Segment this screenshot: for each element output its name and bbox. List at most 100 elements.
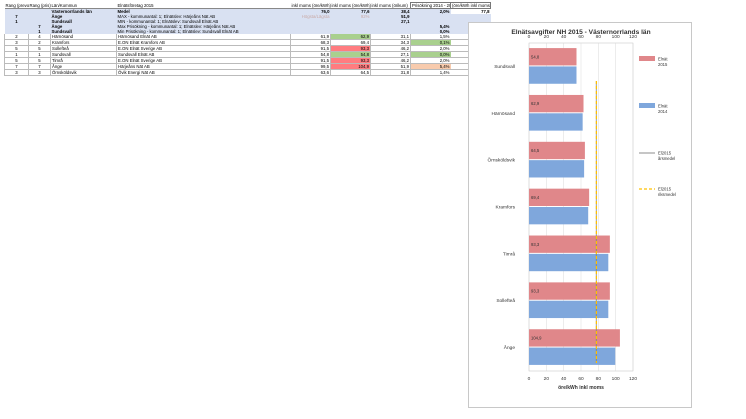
summary-cell-lan[interactable]: Ånge bbox=[50, 14, 117, 19]
summary-cell-natagare[interactable]: Medel bbox=[116, 8, 291, 14]
summary-cell-change-2[interactable] bbox=[450, 14, 491, 19]
summary-cell-moms-1[interactable]: 76,0 bbox=[290, 8, 331, 14]
table-cell-natagare[interactable]: E.ON Elnät Kramfors AB bbox=[116, 39, 291, 46]
header-moms-3: inkl moms (örikum) bbox=[370, 2, 411, 9]
summary-cell-change-2[interactable]: 77,8 bbox=[450, 8, 491, 14]
summary-cell-lan[interactable]: Västernorrlands län bbox=[50, 8, 117, 14]
summary-cell-rang-prev[interactable] bbox=[4, 24, 29, 29]
summary-cell-rang-prev[interactable] bbox=[4, 29, 29, 34]
table-cell-moms-1[interactable]: 63,6 bbox=[290, 69, 331, 76]
summary-cell-moms-3[interactable]: 27,1 bbox=[370, 19, 411, 24]
summary-cell-moms-1[interactable] bbox=[290, 19, 331, 24]
summary-cell-change[interactable] bbox=[410, 19, 451, 24]
table-cell-moms-1[interactable]: 91,5 bbox=[290, 57, 331, 64]
table-cell-lan[interactable]: Sollefteå bbox=[50, 45, 117, 52]
summary-cell-moms-2[interactable] bbox=[330, 24, 371, 29]
table-cell-rang-pris[interactable]: 1 bbox=[28, 51, 51, 58]
table-cell-change[interactable]: 0,0% bbox=[410, 51, 451, 58]
table-cell-moms-1[interactable]: 54,8 bbox=[290, 51, 331, 58]
table-cell-change[interactable]: 5,4% bbox=[410, 63, 451, 70]
summary-cell-change[interactable]: 0,0% bbox=[410, 29, 451, 34]
table-cell-rang-prev[interactable]: 7 bbox=[4, 63, 29, 70]
table-cell-rang-prev[interactable]: 3 bbox=[4, 69, 29, 76]
table-cell-rang-pris[interactable]: 2 bbox=[28, 39, 51, 46]
table-cell-moms-1[interactable]: 68,3 bbox=[290, 39, 331, 46]
table-cell-rang-prev[interactable]: 1 bbox=[4, 51, 29, 58]
summary-cell-moms-2[interactable] bbox=[330, 19, 371, 24]
table-cell-natagare[interactable]: Härnösand Elnät AB bbox=[116, 34, 291, 40]
table-cell-moms-2[interactable]: 93,3 bbox=[330, 57, 371, 64]
summary-cell-rang-pris[interactable] bbox=[28, 8, 51, 14]
summary-cell-moms-2[interactable]: 92% bbox=[330, 14, 371, 19]
summary-cell-moms-2[interactable] bbox=[330, 29, 371, 34]
table-cell-moms-3[interactable]: 31,8 bbox=[370, 69, 411, 76]
table-cell-rang-pris[interactable]: 5 bbox=[28, 57, 51, 64]
table-cell-moms-3[interactable]: 46,2 bbox=[370, 57, 411, 64]
table-cell-moms-3[interactable]: 31,1 bbox=[370, 34, 411, 40]
table-cell-moms-2[interactable]: 64,5 bbox=[330, 69, 371, 76]
summary-cell-rang-pris[interactable] bbox=[28, 14, 51, 19]
table-cell-natagare[interactable]: Övik Energi Nät AB bbox=[116, 69, 291, 76]
table-cell-rang-prev[interactable]: 2 bbox=[4, 34, 29, 40]
summary-cell-rang-prev[interactable]: 7 bbox=[4, 14, 29, 19]
table-cell-rang-pris[interactable]: 3 bbox=[28, 69, 51, 76]
summary-cell-rang-prev[interactable] bbox=[4, 8, 29, 14]
table-cell-change[interactable]: 2,0% bbox=[410, 57, 451, 64]
table-cell-rang-pris[interactable]: 5 bbox=[28, 45, 51, 52]
summary-cell-rang-pris[interactable]: 7 bbox=[28, 24, 51, 29]
table-cell-natagare[interactable]: E.ON Elnät Sverige AB bbox=[116, 45, 291, 52]
table-cell-lan[interactable]: Härnösand bbox=[50, 34, 117, 40]
summary-cell-lan[interactable]: Sundsvall bbox=[50, 19, 117, 24]
table-cell-rang-pris[interactable]: 7 bbox=[28, 63, 51, 70]
table-cell-moms-1[interactable]: 99,5 bbox=[290, 63, 331, 70]
summary-cell-change[interactable]: 5,4% bbox=[410, 24, 451, 29]
summary-cell-natagare[interactable]: Max Prisökning - kommunantal: 1; Elnätsl… bbox=[116, 24, 291, 29]
table-cell-natagare[interactable]: Sundsvall Elnät AB bbox=[116, 51, 291, 58]
summary-cell-moms-3[interactable]: 38,4 bbox=[370, 8, 411, 14]
table-cell-moms-2[interactable]: 93,3 bbox=[330, 45, 371, 52]
summary-cell-natagare[interactable]: MAX - kommunantal: 1; Elnätslev: Härjeån… bbox=[116, 14, 291, 19]
table-cell-lan[interactable]: Sundsvall bbox=[50, 51, 117, 58]
summary-cell-moms-3[interactable] bbox=[370, 29, 411, 34]
table-cell-rang-prev[interactable]: 5 bbox=[4, 45, 29, 52]
summary-cell-moms-2[interactable]: 77,6 bbox=[330, 8, 371, 14]
table-cell-lan[interactable]: Ånge bbox=[50, 63, 117, 70]
table-cell-moms-2[interactable]: 54,8 bbox=[330, 51, 371, 58]
table-cell-rang-prev[interactable]: 3 bbox=[4, 39, 29, 46]
summary-cell-moms-3[interactable] bbox=[370, 24, 411, 29]
table-cell-natagare[interactable]: Härjeåns Nät AB bbox=[116, 63, 291, 70]
summary-cell-change-2[interactable] bbox=[450, 19, 491, 24]
summary-cell-change[interactable]: 2,0% bbox=[410, 8, 451, 14]
summary-cell-rang-pris[interactable] bbox=[28, 19, 51, 24]
summary-cell-natagare[interactable]: Min Prisökning - kommunantal: 1; Elnätsl… bbox=[116, 29, 291, 34]
table-cell-change[interactable]: 2,0% bbox=[410, 45, 451, 52]
summary-cell-moms-1[interactable] bbox=[290, 24, 331, 29]
summary-cell-moms-1[interactable]: Högsta/Lägsta bbox=[290, 14, 331, 19]
table-cell-moms-1[interactable]: 61,9 bbox=[290, 34, 331, 40]
table-cell-change[interactable]: 1,4% bbox=[410, 69, 451, 76]
table-cell-moms-2[interactable]: 104,9 bbox=[330, 63, 371, 70]
table-cell-moms-2[interactable]: 62,9 bbox=[330, 34, 371, 40]
summary-cell-rang-pris[interactable]: 1 bbox=[28, 29, 51, 34]
table-cell-moms-3[interactable]: 34,3 bbox=[370, 39, 411, 46]
table-cell-moms-3[interactable]: 51,9 bbox=[370, 63, 411, 70]
table-cell-moms-2[interactable]: 69,4 bbox=[330, 39, 371, 46]
table-cell-rang-pris[interactable]: 4 bbox=[28, 34, 51, 40]
summary-cell-natagare[interactable]: MIN - kommunantal: 1; Elnätslev: Sundsva… bbox=[116, 19, 291, 24]
table-cell-moms-3[interactable]: 46,2 bbox=[370, 45, 411, 52]
summary-cell-moms-3[interactable]: 51,9 bbox=[370, 14, 411, 19]
summary-cell-change[interactable] bbox=[410, 14, 451, 19]
table-cell-natagare[interactable]: E.ON Elnät Sverige AB bbox=[116, 57, 291, 64]
table-cell-moms-3[interactable]: 27,1 bbox=[370, 51, 411, 58]
table-cell-lan[interactable]: Kramfors bbox=[50, 39, 117, 46]
summary-cell-rang-prev[interactable]: 1 bbox=[4, 19, 29, 24]
table-cell-rang-prev[interactable]: 5 bbox=[4, 57, 29, 64]
summary-cell-lan[interactable]: Ånge bbox=[50, 24, 117, 29]
table-cell-change[interactable]: 1,5% bbox=[410, 34, 451, 40]
summary-cell-moms-1[interactable] bbox=[290, 29, 331, 34]
table-cell-moms-1[interactable]: 91,5 bbox=[290, 45, 331, 52]
table-cell-change[interactable]: 0,1% bbox=[410, 39, 451, 46]
summary-cell-lan[interactable]: Sundsvall bbox=[50, 29, 117, 34]
table-cell-lan[interactable]: Örnsköldsvik bbox=[50, 69, 117, 76]
table-cell-lan[interactable]: Timrå bbox=[50, 57, 117, 64]
